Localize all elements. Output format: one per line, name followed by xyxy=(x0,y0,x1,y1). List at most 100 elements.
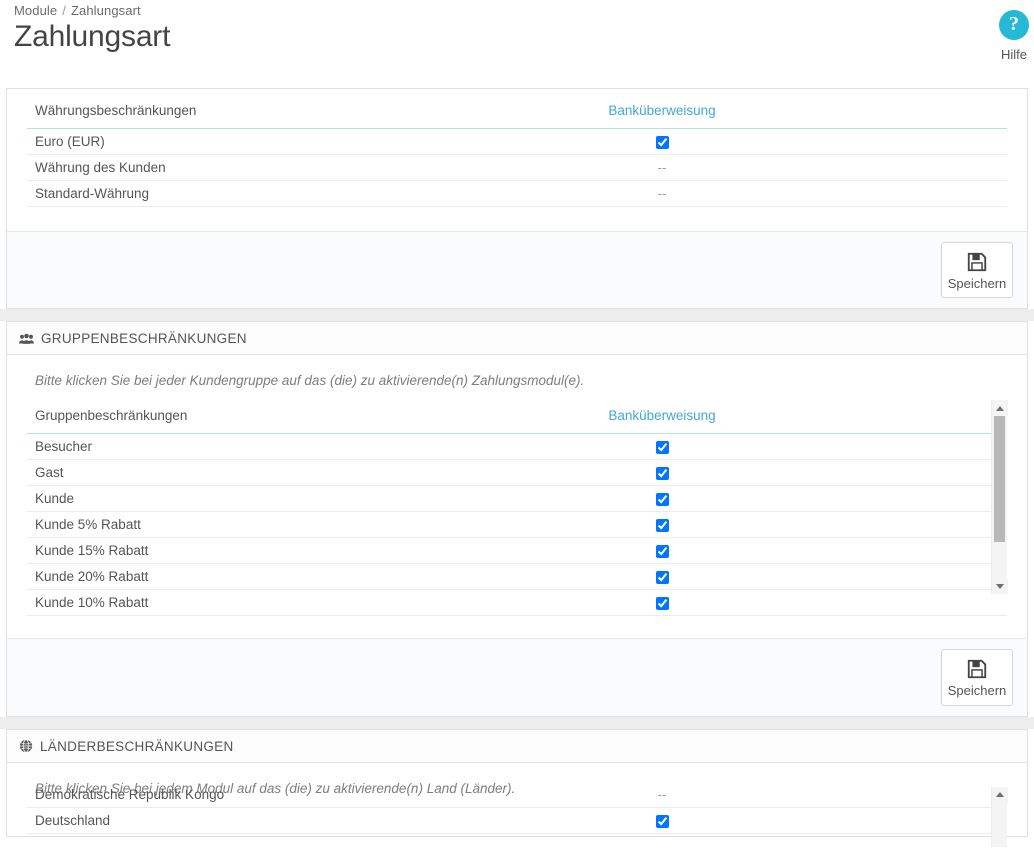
group-checkbox-kunde-15[interactable] xyxy=(655,545,669,559)
floppy-disk-icon xyxy=(967,252,987,272)
currency-panel-footer: Speichern xyxy=(7,231,1027,309)
row-spacer xyxy=(747,180,1007,207)
table-row: Gast xyxy=(27,459,1007,487)
group-panel-body: Bitte klicken Sie bei jeder Kundengruppe… xyxy=(7,355,1027,639)
breadcrumb-item-module[interactable]: Module xyxy=(14,3,58,18)
help-circle-icon[interactable]: ? xyxy=(999,10,1029,40)
currency-table-module-column[interactable]: Banküberweisung xyxy=(577,99,747,129)
country-restrictions-table: Demokratische Republik Kongo -- Deutschl… xyxy=(27,781,1007,836)
currency-panel-body: Währungsbeschränkungen Banküberweisung E… xyxy=(7,89,1027,231)
floppy-disk-icon xyxy=(967,660,987,679)
row-label: Währung des Kunden xyxy=(27,154,577,181)
scrollbar-thumb[interactable] xyxy=(994,416,1005,543)
table-row: Dominica xyxy=(27,833,1007,836)
page-title: Zahlungsart xyxy=(14,20,171,53)
save-button-label: Speichern xyxy=(947,276,1007,291)
row-spacer xyxy=(747,563,1007,591)
group-checkbox-besucher[interactable] xyxy=(655,441,669,455)
country-panel-title: LÄNDERBESCHRÄNKUNGEN xyxy=(40,738,234,754)
row-spacer xyxy=(747,807,1007,834)
table-row: Währung des Kunden -- xyxy=(27,154,1007,181)
table-row: Kunde 10% Rabatt xyxy=(27,589,1007,617)
group-panel-title: GRUPPENBESCHRÄNKUNGEN xyxy=(41,331,247,347)
row-label: Deutschland xyxy=(27,807,577,834)
currency-table-header-label: Währungsbeschränkungen xyxy=(27,99,577,129)
scrollbar-up-arrow[interactable] xyxy=(992,786,1008,803)
row-value-dash: -- xyxy=(657,160,667,175)
country-restrictions-panel: LÄNDERBESCHRÄNKUNGEN Bitte klicken Sie b… xyxy=(6,728,1028,847)
table-row: Kunde 20% Rabatt xyxy=(27,563,1007,591)
row-value-dash: -- xyxy=(657,186,667,201)
row-label: Kunde 15% Rabatt xyxy=(27,537,577,565)
panel-gap-2 xyxy=(0,716,1034,729)
breadcrumb-item-current[interactable]: Zahlungsart xyxy=(70,3,141,18)
row-spacer xyxy=(747,459,1007,487)
country-panel-body: Bitte klicken Sie bei jedem Modul auf da… xyxy=(7,762,1027,847)
save-button-label: Speichern xyxy=(947,683,1007,699)
country-panel-heading: LÄNDERBESCHRÄNKUNGEN xyxy=(7,729,1027,763)
row-label: Kunde xyxy=(27,485,577,513)
group-panel-heading: GRUPPENBESCHRÄNKUNGEN xyxy=(7,322,1027,356)
country-rows-scroll-area[interactable]: Demokratische Republik Kongo -- Deutschl… xyxy=(27,781,1007,836)
save-button-groups[interactable]: Speichern xyxy=(941,649,1013,706)
group-panel-hint: Bitte klicken Sie bei jeder Kundengruppe… xyxy=(35,373,585,389)
page-header: Module / Zahlungsart Zahlungsart ? Hilfe xyxy=(0,0,1034,88)
group-checkbox-gast[interactable] xyxy=(655,467,669,481)
group-restrictions-table: Besucher Gast Kunde xyxy=(27,434,1007,617)
panel-gap-1 xyxy=(0,309,1034,322)
group-table-body: Besucher Gast Kunde xyxy=(27,434,1007,617)
table-row: Kunde 5% Rabatt xyxy=(27,511,1007,539)
group-table-scrollbar[interactable] xyxy=(991,400,1008,595)
group-table-spacer xyxy=(747,404,1007,435)
group-rows-scroll-area[interactable]: Besucher Gast Kunde xyxy=(27,434,1007,624)
help-button[interactable]: ? Hilfe xyxy=(986,10,1034,62)
row-spacer xyxy=(747,511,1007,539)
scrollbar-track[interactable] xyxy=(992,802,1007,847)
group-restrictions-header-table: Gruppenbeschränkungen Banküberweisung xyxy=(27,404,1007,435)
scrollbar-track[interactable] xyxy=(992,416,1007,579)
group-checkbox-kunde-5[interactable] xyxy=(655,519,669,533)
group-table-scroll-wrap: Gruppenbeschränkungen Banküberweisung Be… xyxy=(27,400,1008,624)
scrollbar-down-arrow[interactable] xyxy=(992,578,1008,595)
save-button-currency[interactable]: Speichern xyxy=(941,242,1013,299)
currency-table-bottom-space xyxy=(27,207,1007,231)
group-table-module-column[interactable]: Banküberweisung xyxy=(577,404,747,435)
row-spacer xyxy=(747,154,1007,181)
row-spacer xyxy=(747,485,1007,513)
currency-table-spacer xyxy=(747,99,1007,129)
group-checkbox-kunde-10[interactable] xyxy=(655,597,669,611)
table-header-row: Gruppenbeschränkungen Banküberweisung xyxy=(27,404,1007,435)
row-value-dash: -- xyxy=(657,786,667,802)
row-spacer xyxy=(747,537,1007,565)
globe-icon xyxy=(19,739,33,753)
table-row: Standard-Währung -- xyxy=(27,180,1007,207)
row-label: Dominica xyxy=(27,833,577,836)
table-row: Besucher xyxy=(27,434,1007,461)
currency-restrictions-table: Währungsbeschränkungen Banküberweisung E… xyxy=(27,99,1007,207)
table-row: Deutschland xyxy=(27,807,1007,834)
row-spacer xyxy=(747,833,1007,836)
currency-checkbox-euro[interactable] xyxy=(655,135,669,149)
row-spacer xyxy=(747,128,1007,155)
table-row: Demokratische Republik Kongo -- xyxy=(27,781,1007,808)
row-label: Kunde 20% Rabatt xyxy=(27,563,577,591)
group-checkbox-kunde[interactable] xyxy=(655,493,669,507)
help-label: Hilfe xyxy=(1000,47,1027,62)
row-value[interactable] xyxy=(577,128,747,155)
row-spacer xyxy=(747,589,1007,617)
row-spacer xyxy=(747,781,1007,808)
row-label: Standard-Währung xyxy=(27,180,577,207)
country-table-scroll-wrap: Demokratische Republik Kongo -- Deutschl… xyxy=(27,781,1008,847)
country-checkbox-deutschland[interactable] xyxy=(655,814,669,828)
table-header-row: Währungsbeschränkungen Banküberweisung xyxy=(27,99,1007,129)
country-table-scrollbar[interactable] xyxy=(991,786,1008,847)
table-row: Euro (EUR) xyxy=(27,128,1007,155)
scrollbar-up-arrow[interactable] xyxy=(992,400,1008,417)
group-checkbox-kunde-20[interactable] xyxy=(655,571,669,585)
row-label: Besucher xyxy=(27,434,577,461)
users-icon xyxy=(19,333,34,345)
table-row: Kunde 15% Rabatt xyxy=(27,537,1007,565)
country-table-body: Demokratische Republik Kongo -- Deutschl… xyxy=(27,781,1007,836)
group-table-header-label: Gruppenbeschränkungen xyxy=(27,404,577,435)
row-spacer xyxy=(747,434,1007,461)
